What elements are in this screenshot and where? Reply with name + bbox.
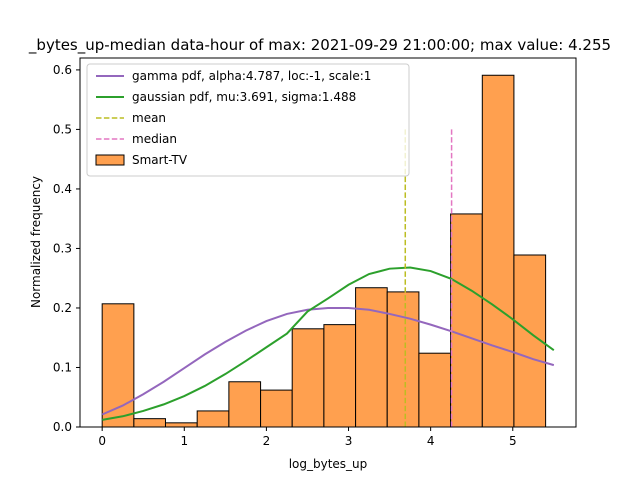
histogram-bar	[164, 422, 198, 428]
histogram-bar	[450, 213, 483, 428]
x-tick-label: 0	[98, 434, 106, 448]
histogram-bar	[260, 389, 293, 428]
chart-title: _bytes_up-median data-hour of max: 2021-…	[28, 36, 611, 55]
x-tick-label: 3	[345, 434, 353, 448]
legend-label: Smart-TV	[132, 153, 188, 167]
y-tick-label: 0.1	[53, 360, 72, 374]
x-axis-label: log_bytes_up	[289, 457, 368, 471]
y-tick-label: 0.4	[53, 182, 72, 196]
legend-box	[86, 63, 410, 177]
histogram-bar	[481, 74, 515, 428]
x-tick-label: 1	[180, 434, 188, 448]
y-tick-label: 0.0	[53, 420, 72, 434]
legend: gamma pdf, alpha:4.787, loc:-1, scale:1 g…	[86, 63, 410, 177]
histogram-bar	[133, 418, 166, 428]
y-tick-label: 0.3	[53, 241, 72, 255]
legend-swatch	[95, 154, 125, 166]
histogram-bar	[228, 381, 262, 428]
legend-label: gamma pdf, alpha:4.787, loc:-1, scale:1	[132, 69, 371, 83]
histogram-bar	[196, 410, 230, 428]
histogram-bar	[323, 324, 357, 428]
x-tick-label: 5	[509, 434, 517, 448]
y-tick-label: 0.5	[53, 122, 72, 136]
y-axis-label: Normalized frequency	[29, 176, 43, 308]
axes-frame	[79, 57, 577, 428]
x-tick-label: 2	[263, 434, 271, 448]
legend-label: median	[132, 132, 177, 146]
legend-label: mean	[132, 111, 166, 125]
y-tick-label: 0.6	[53, 63, 72, 77]
plot-area	[101, 74, 555, 428]
y-tick-label: 0.2	[53, 301, 72, 315]
histogram-bar	[418, 352, 452, 428]
histogram-bar	[101, 303, 135, 428]
axis-ticks: 0 1 2 3 4 5 0.0 0.1 0.2 0.3 0.4 0.5 0.6	[53, 63, 517, 448]
histogram-bar	[291, 328, 325, 428]
series-line	[101, 306, 555, 416]
x-tick-label: 4	[427, 434, 435, 448]
series-line	[102, 266, 555, 421]
legend-label: gaussian pdf, mu:3.691, sigma:1.488	[132, 90, 356, 104]
histogram-bar	[386, 291, 420, 428]
